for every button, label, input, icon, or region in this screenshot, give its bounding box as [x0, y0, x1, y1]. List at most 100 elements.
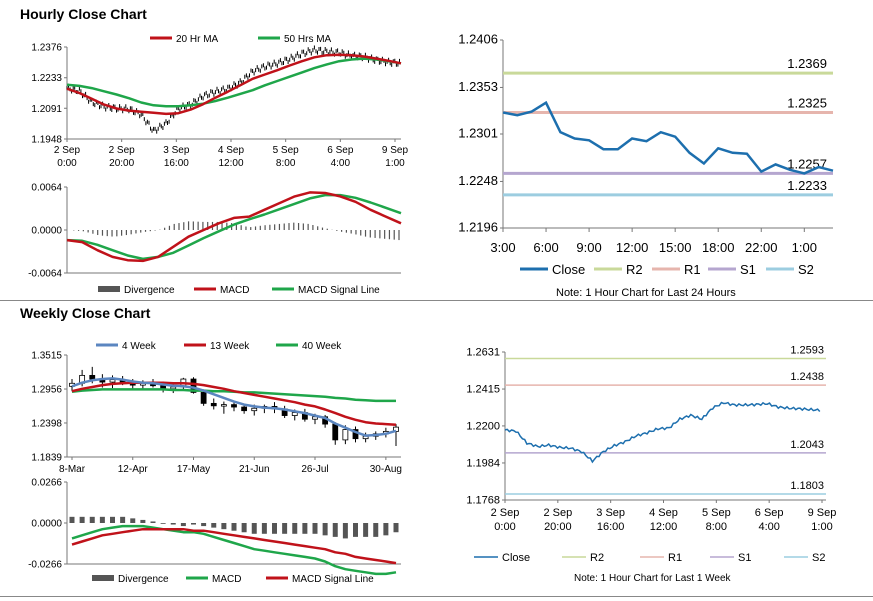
- weekly-pivot-xtick-label: 16:00: [597, 521, 625, 533]
- hourly-pivot-xtick-label: 3:00: [490, 240, 515, 255]
- weekly-pivot-legend-label: R2: [590, 552, 604, 564]
- weekly-price-xtick-label: 8-Mar: [59, 464, 86, 475]
- weekly-pivot-xtick-label: 2 Sep: [491, 507, 520, 519]
- weekly-candle-body: [251, 407, 258, 412]
- hourly-macd-ytick-label: 0.0064: [31, 183, 62, 194]
- weekly-divergence-bar: [383, 523, 389, 536]
- hourly-price-xtick-label: 2 Sep: [109, 145, 136, 156]
- weekly-macd-line: [71, 524, 397, 576]
- weekly-candle-body: [220, 404, 227, 407]
- hourly-pivot-legend-label: Close: [552, 262, 585, 277]
- weekly-price-legend-label: 4 Week: [122, 341, 157, 352]
- weekly-macd-ytick-label: 0.0266: [31, 478, 62, 489]
- hourly-pivot-ytick-label: 1.2406: [458, 32, 498, 47]
- hourly-pivot-close-line: [502, 100, 834, 175]
- weekly-pivot-xtick-label: 4:00: [758, 521, 779, 533]
- weekly-pivot-xtick-label: 12:00: [650, 521, 678, 533]
- hourly-pivot-ytick-label: 1.2353: [458, 79, 498, 94]
- weekly-candle-body: [231, 404, 237, 408]
- weekly-macd-ytick-label: 0.0000: [31, 519, 62, 530]
- weekly-pivot-ytick-label: 1.1984: [466, 457, 500, 469]
- weekly-price-xtick-label: 30-Aug: [370, 464, 402, 475]
- weekly-divergence-bar: [322, 523, 328, 536]
- weekly-macd-signal-line: [71, 527, 397, 565]
- hourly-price-xtick-label: 1:00: [385, 158, 405, 169]
- weekly-candle-body: [89, 374, 96, 380]
- weekly-divergence-bar: [312, 523, 318, 534]
- hourly-price-legend-label: 20 Hr MA: [176, 34, 219, 45]
- hourly-price-legend-label: 50 Hrs MA: [284, 34, 332, 45]
- hourly-pivot-s1-label: 1.2257: [787, 156, 827, 171]
- weekly-pivot-ytick-label: 1.2415: [466, 384, 500, 396]
- weekly-divergence-bar: [170, 523, 176, 525]
- hourly-pivot-legend-label: S2: [798, 262, 814, 277]
- weekly-pivot-legend-label: S2: [812, 552, 825, 564]
- weekly-pivot-xtick-label: 5 Sep: [702, 507, 731, 519]
- weekly-pivot-note: Note: 1 Hour Chart for Last 1 Week: [574, 573, 731, 584]
- weekly-divergence-bar: [353, 523, 358, 537]
- weekly-price-xtick-label: 12-Apr: [118, 464, 149, 475]
- hourly-macd-legend-label: MACD: [220, 285, 249, 296]
- hourly-pivot-ytick-label: 1.2248: [458, 173, 498, 188]
- weekly-ma13-line: [71, 381, 397, 426]
- weekly-candle-body: [190, 378, 197, 393]
- hourly-pivot-legend-label: R1: [684, 262, 701, 277]
- hourly-price-ytick-label: 1.2233: [31, 73, 62, 84]
- weekly-candle-body: [109, 379, 116, 383]
- hourly-pivot-xtick-label: 9:00: [576, 240, 601, 255]
- weekly-pivot-s1-label: 1.2043: [790, 439, 824, 451]
- weekly-pivot-xtick-label: 4 Sep: [649, 507, 678, 519]
- weekly-divergence-bar: [130, 518, 136, 523]
- hourly-section-title: Hourly Close Chart: [20, 6, 147, 22]
- weekly-pivot-ytick-label: 1.1768: [466, 495, 500, 507]
- hourly-ma50-line: [66, 57, 402, 108]
- weekly-macd-legend-label: MACD: [212, 574, 241, 585]
- weekly-pivot-close-line: [504, 401, 821, 464]
- weekly-pivot-xtick-label: 3 Sep: [596, 507, 625, 519]
- weekly-divergence-bar: [211, 523, 217, 528]
- hourly-pivot-xtick-label: 6:00: [533, 240, 558, 255]
- weekly-divergence-bar: [79, 516, 85, 523]
- hourly-price-xtick-label: 0:00: [57, 158, 77, 169]
- weekly-candle-body: [291, 412, 298, 416]
- weekly-pivot-xtick-label: 1:00: [811, 521, 832, 533]
- weekly-divergence-bar: [99, 516, 105, 523]
- weekly-divergence-bar: [302, 523, 308, 534]
- hourly-macd-legend-label: Divergence: [124, 285, 175, 296]
- weekly-candle-body: [332, 423, 339, 441]
- weekly-pivot-legend-label: R1: [668, 552, 682, 564]
- weekly-pivot-xtick-label: 0:00: [494, 521, 515, 533]
- section-divider: [0, 300, 873, 301]
- hourly-price-xtick-label: 2 Sep: [54, 145, 81, 156]
- hourly-price-ytick-label: 1.2376: [31, 43, 62, 54]
- weekly-divergence-bar: [342, 523, 348, 539]
- weekly-pivot-legend-label: Close: [502, 552, 530, 564]
- weekly-divergence-bar: [332, 523, 338, 537]
- weekly-price-ytick-label: 1.3515: [31, 351, 62, 362]
- weekly-pivot-ytick-label: 1.2200: [466, 420, 500, 432]
- weekly-divergence-bar: [373, 523, 379, 537]
- hourly-price-xtick-label: 9 Sep: [382, 145, 409, 156]
- weekly-pivot-xtick-label: 20:00: [544, 521, 572, 533]
- weekly-divergence-bar: [231, 523, 237, 531]
- hourly-price-ytick-label: 1.2091: [31, 104, 62, 115]
- weekly-divergence-bar: [191, 523, 196, 525]
- weekly-pivot-legend-label: S1: [738, 552, 751, 564]
- weekly-candle-body: [210, 402, 217, 407]
- hourly-pivot-ytick-label: 1.2301: [458, 126, 498, 141]
- hourly-price-xtick-label: 20:00: [109, 158, 134, 169]
- weekly-divergence-bar: [282, 523, 288, 534]
- weekly-pivot-ytick-label: 1.2631: [466, 347, 500, 359]
- hourly-price-ytick-label: 1.1948: [31, 135, 62, 146]
- weekly-price-xtick-label: 17-May: [177, 464, 210, 475]
- weekly-divergence-bar: [292, 523, 298, 534]
- weekly-macd-legend-label: Divergence: [118, 574, 169, 585]
- weekly-candle-body: [342, 429, 349, 441]
- hourly-pivot-note: Note: 1 Hour Chart for Last 24 Hours: [556, 287, 736, 299]
- hourly-price-xtick-label: 16:00: [164, 158, 189, 169]
- weekly-price-legend-label: 13 Week: [210, 341, 250, 352]
- weekly-candle-body: [200, 392, 207, 404]
- hourly-pivot-r1-label: 1.2325: [787, 96, 827, 111]
- weekly-section-title: Weekly Close Chart: [20, 305, 151, 321]
- weekly-divergence-bar: [140, 519, 146, 523]
